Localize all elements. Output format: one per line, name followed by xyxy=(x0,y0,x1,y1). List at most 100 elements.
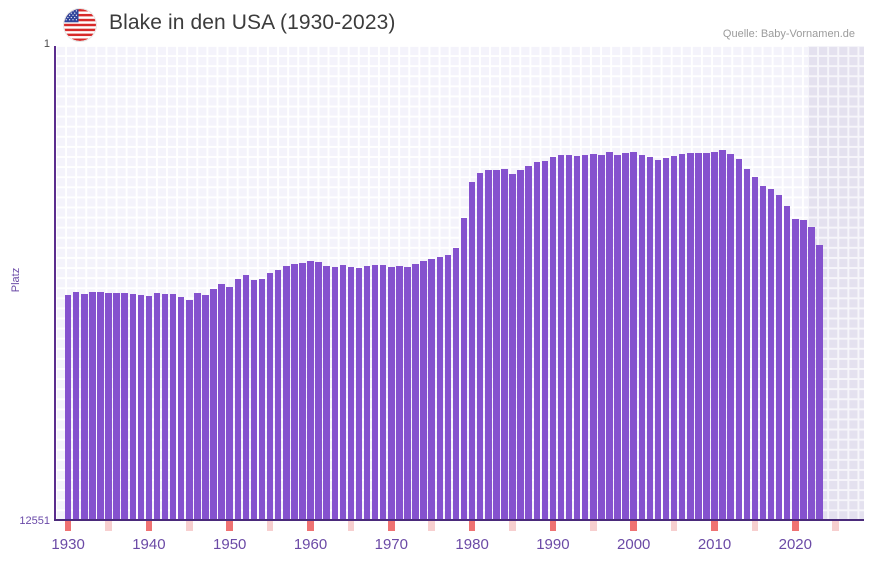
bar xyxy=(662,158,670,519)
bar xyxy=(743,169,751,519)
bar xyxy=(501,169,508,519)
x-axis-label-1960: 1960 xyxy=(293,536,328,553)
bar xyxy=(169,294,177,519)
bar xyxy=(711,152,718,519)
bar xyxy=(687,153,694,519)
bar xyxy=(557,155,565,519)
bar xyxy=(145,296,153,519)
y-axis-title: Platz xyxy=(10,267,22,293)
bar xyxy=(476,173,484,519)
x-tick-2015 xyxy=(751,521,759,531)
bar xyxy=(630,152,637,519)
bar xyxy=(646,157,654,519)
bar xyxy=(727,154,734,519)
bar xyxy=(137,295,145,519)
bar xyxy=(444,255,452,519)
bar xyxy=(767,189,775,519)
bar xyxy=(291,264,298,519)
bar xyxy=(808,227,815,519)
bar xyxy=(533,162,540,519)
bar xyxy=(161,294,169,519)
bar xyxy=(258,279,266,519)
bar xyxy=(347,267,355,519)
bar xyxy=(549,157,557,519)
bar xyxy=(614,155,621,519)
bar xyxy=(113,293,120,519)
x-axis-labels: 1930 1940 1950 1960 1970 1980 1990 2000 2010 2020 xyxy=(0,536,873,562)
bar xyxy=(759,186,767,519)
bar xyxy=(178,297,185,519)
bar xyxy=(509,174,516,519)
bar xyxy=(582,155,589,519)
bar xyxy=(468,182,476,519)
source-attribution: Quelle: Baby-Vornamen.de xyxy=(722,28,855,40)
x-tick-1965 xyxy=(347,521,355,531)
x-tick-2020 xyxy=(792,521,799,531)
x-tick-2010 xyxy=(711,521,718,531)
bar xyxy=(307,261,314,519)
plot-area xyxy=(54,46,864,521)
bar-series xyxy=(56,46,864,519)
x-tick-1930 xyxy=(64,521,72,531)
bar xyxy=(129,294,136,519)
x-axis-label-1930: 1930 xyxy=(51,536,85,553)
x-tick-1935 xyxy=(105,521,112,531)
bar xyxy=(89,292,96,519)
bar xyxy=(654,160,662,519)
x-axis-label-2020: 2020 xyxy=(778,536,812,553)
bar xyxy=(226,287,233,519)
x-axis-label-1950: 1950 xyxy=(213,536,247,553)
bar xyxy=(218,284,225,519)
bar xyxy=(598,155,605,519)
y-axis-top-label: 1 xyxy=(43,38,50,50)
bar xyxy=(638,155,646,519)
x-axis-label-2000: 2000 xyxy=(617,536,651,553)
x-tick-1955 xyxy=(266,521,274,531)
x-tick-1975 xyxy=(428,521,435,531)
bar xyxy=(420,261,427,519)
bar xyxy=(428,259,435,519)
x-axis-label-2010: 2010 xyxy=(697,536,732,553)
x-axis-line xyxy=(54,519,864,521)
bar xyxy=(315,262,322,519)
bar xyxy=(274,270,282,519)
bar xyxy=(590,154,597,519)
bar xyxy=(775,195,783,519)
bar xyxy=(695,153,702,519)
bar xyxy=(97,292,104,519)
bar xyxy=(412,264,419,519)
x-axis-label-1970: 1970 xyxy=(374,536,408,553)
bar xyxy=(283,266,290,519)
bar xyxy=(517,170,524,519)
bar xyxy=(541,161,549,519)
bar xyxy=(751,177,759,519)
bar xyxy=(234,279,242,519)
bar xyxy=(64,295,72,519)
x-tick-1945 xyxy=(186,521,193,531)
x-tick-1990 xyxy=(549,521,557,531)
chart-header: Blake in den USA (1930-2023) Quelle: Bab… xyxy=(0,0,873,48)
bar xyxy=(331,267,338,519)
bar xyxy=(396,266,403,519)
bar xyxy=(355,268,363,519)
bar xyxy=(299,263,306,519)
bar xyxy=(323,266,330,519)
bar xyxy=(800,220,807,519)
bar xyxy=(81,294,88,519)
bar xyxy=(493,170,500,519)
x-tick-1980 xyxy=(468,521,476,531)
x-tick-1940 xyxy=(145,521,153,531)
x-tick-2000 xyxy=(630,521,637,531)
bar xyxy=(363,266,371,519)
bar xyxy=(242,275,250,519)
bar xyxy=(460,218,468,519)
bar xyxy=(72,292,80,519)
x-axis-label-1980: 1980 xyxy=(455,536,489,553)
bar xyxy=(573,156,581,519)
page-title: Blake in den USA (1930-2023) xyxy=(109,11,396,34)
bar xyxy=(210,289,217,519)
x-axis-label-1940: 1940 xyxy=(132,536,166,553)
x-tick-1960 xyxy=(307,521,314,531)
x-tick-1950 xyxy=(226,521,233,531)
